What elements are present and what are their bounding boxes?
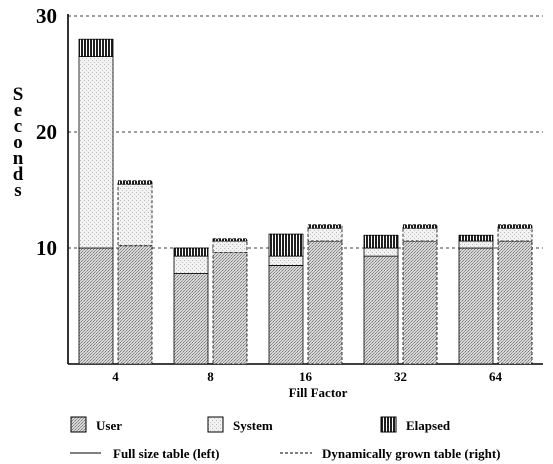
y-axis-label-letter: d bbox=[13, 164, 24, 185]
bar-dynamically-user-4 bbox=[117, 245, 153, 365]
bar-dynamically-elapsed-4 bbox=[117, 180, 153, 185]
bar-full-elapsed-16 bbox=[268, 233, 304, 257]
bar-dynamically-system-64 bbox=[497, 227, 533, 242]
y-axis-label-letter: S bbox=[13, 84, 24, 105]
legend-label-user: User bbox=[96, 418, 122, 433]
bar-full-user-16 bbox=[268, 264, 304, 365]
y-axis-label-letter: c bbox=[14, 116, 22, 137]
legend: User System Elapsed Full size table (lef… bbox=[70, 416, 501, 461]
bar-dynamically-elapsed-8 bbox=[212, 238, 248, 242]
y-axis-label-letter: o bbox=[13, 132, 23, 153]
y-tick-label-30: 30 bbox=[36, 4, 57, 28]
bar-full-user-8 bbox=[173, 273, 209, 365]
y-tick-labels: 10 20 30 bbox=[36, 4, 57, 260]
bar-full-elapsed-8 bbox=[173, 247, 209, 257]
x-tick-label-16: 16 bbox=[299, 369, 313, 384]
bar-dynamically-elapsed-32 bbox=[402, 224, 438, 229]
bar-full-system-32 bbox=[363, 247, 399, 257]
x-tick-label-32: 32 bbox=[394, 369, 407, 384]
y-axis-label-letter: e bbox=[14, 100, 22, 121]
bar-full-system-16 bbox=[268, 255, 304, 266]
bar-full-elapsed-64 bbox=[458, 234, 494, 242]
bar-full-user-64 bbox=[458, 247, 494, 365]
legend-swatch-elapsed bbox=[380, 416, 397, 433]
legend-swatch-system bbox=[207, 416, 224, 433]
x-tick-label-64: 64 bbox=[489, 369, 503, 384]
bar-dynamically-system-8 bbox=[212, 240, 248, 254]
legend-label-full-size: Full size table (left) bbox=[113, 446, 220, 461]
bar-dynamically-user-16 bbox=[307, 240, 343, 365]
legend-label-elapsed: Elapsed bbox=[406, 418, 451, 433]
bar-dynamically-system-16 bbox=[307, 227, 343, 242]
x-tick-labels: 4 8 16 32 64 bbox=[112, 369, 502, 384]
bar-dynamically-user-8 bbox=[212, 252, 248, 365]
y-axis-label-letter: s bbox=[14, 180, 21, 201]
bar-full-user-4 bbox=[78, 247, 114, 365]
bar-dynamically-system-32 bbox=[402, 227, 438, 242]
x-axis-label: Fill Factor bbox=[289, 385, 348, 400]
bars bbox=[78, 38, 533, 365]
bar-dynamically-elapsed-16 bbox=[307, 224, 343, 229]
bar-full-elapsed-4 bbox=[78, 38, 114, 58]
bar-dynamically-user-32 bbox=[402, 240, 438, 365]
y-tick-label-10: 10 bbox=[36, 236, 57, 260]
bar-full-system-8 bbox=[173, 255, 209, 274]
x-tick-label-4: 4 bbox=[112, 369, 119, 384]
y-axis-label-letter: n bbox=[13, 148, 24, 169]
bar-full-system-4 bbox=[78, 56, 114, 249]
legend-label-dynamic: Dynamically grown table (right) bbox=[322, 446, 501, 461]
bar-full-system-64 bbox=[458, 240, 494, 249]
bar-full-elapsed-32 bbox=[363, 234, 399, 249]
bar-dynamically-user-64 bbox=[497, 240, 533, 365]
legend-swatch-user bbox=[70, 416, 87, 433]
legend-label-system: System bbox=[233, 418, 273, 433]
bar-dynamically-elapsed-64 bbox=[497, 224, 533, 229]
bar-full-user-32 bbox=[363, 255, 399, 365]
bar-dynamically-system-4 bbox=[117, 183, 153, 247]
y-tick-label-20: 20 bbox=[36, 120, 57, 144]
x-tick-label-8: 8 bbox=[207, 369, 214, 384]
